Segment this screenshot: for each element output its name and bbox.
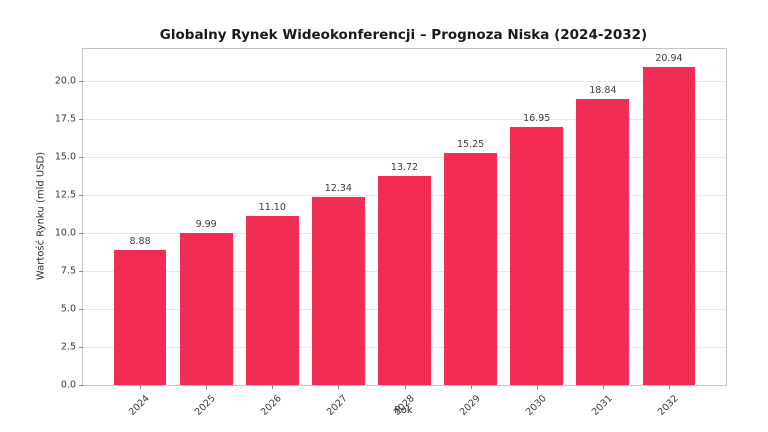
bar	[510, 127, 564, 385]
bar	[179, 233, 233, 385]
x-tick-mark	[404, 385, 406, 389]
x-tick-mark	[602, 385, 604, 389]
y-tick-label: 15.0	[54, 151, 76, 163]
y-tick-mark	[79, 156, 83, 158]
bar-value-label: 18.84	[589, 84, 617, 96]
chart-title: Globalny Rynek Wideokonferencji – Progno…	[159, 27, 648, 43]
y-tick-label: 10.0	[54, 227, 76, 239]
bar	[444, 153, 498, 385]
bar	[378, 176, 431, 385]
bar-value-label: 8.88	[129, 235, 151, 247]
y-tick-mark	[79, 385, 83, 386]
y-tick-label: 17.5	[54, 113, 76, 125]
bar	[311, 197, 365, 385]
gridline	[83, 156, 726, 158]
y-tick-mark	[79, 308, 83, 310]
bar	[245, 216, 299, 385]
bar-value-label: 16.95	[523, 113, 551, 125]
bar	[642, 66, 696, 385]
y-axis-label: Wartość Rynku (mld USD)	[35, 151, 47, 281]
bar-value-label: 11.10	[258, 202, 286, 214]
x-tick-mark	[272, 385, 274, 389]
bar-value-label: 12.34	[324, 183, 352, 195]
x-tick-mark	[536, 385, 538, 389]
y-tick-label: 2.5	[60, 341, 76, 353]
y-tick-label: 5.0	[60, 303, 76, 315]
bar-value-label: 13.72	[390, 162, 419, 174]
gridline	[83, 118, 726, 120]
gridline	[83, 80, 726, 82]
bar-value-label: 9.99	[195, 219, 217, 231]
y-tick-mark	[79, 270, 83, 272]
bar-value-label: 20.94	[655, 52, 683, 64]
x-tick-mark	[338, 385, 340, 389]
bar-value-label: 15.25	[457, 139, 485, 151]
y-tick-mark	[79, 232, 83, 234]
y-tick-mark	[79, 346, 83, 348]
x-tick-mark	[140, 385, 142, 389]
bar	[113, 250, 167, 385]
x-tick-mark	[668, 385, 670, 389]
x-tick-mark	[470, 385, 472, 389]
y-tick-label: 0.0	[60, 379, 76, 391]
y-tick-mark	[79, 118, 83, 120]
y-tick-label: 20.0	[54, 75, 76, 87]
y-tick-mark	[79, 194, 83, 196]
bar	[576, 98, 630, 385]
y-tick-label: 7.5	[60, 265, 76, 277]
x-tick-mark	[206, 385, 208, 389]
x-axis-label: Rok	[394, 405, 413, 416]
y-tick-mark	[79, 80, 83, 82]
plot-area: 8.88 9.99 11.10 12.34 13.72 15.25 16.95 18.84 20…	[55, 48, 727, 418]
y-tick-label: 12.5	[54, 189, 76, 201]
